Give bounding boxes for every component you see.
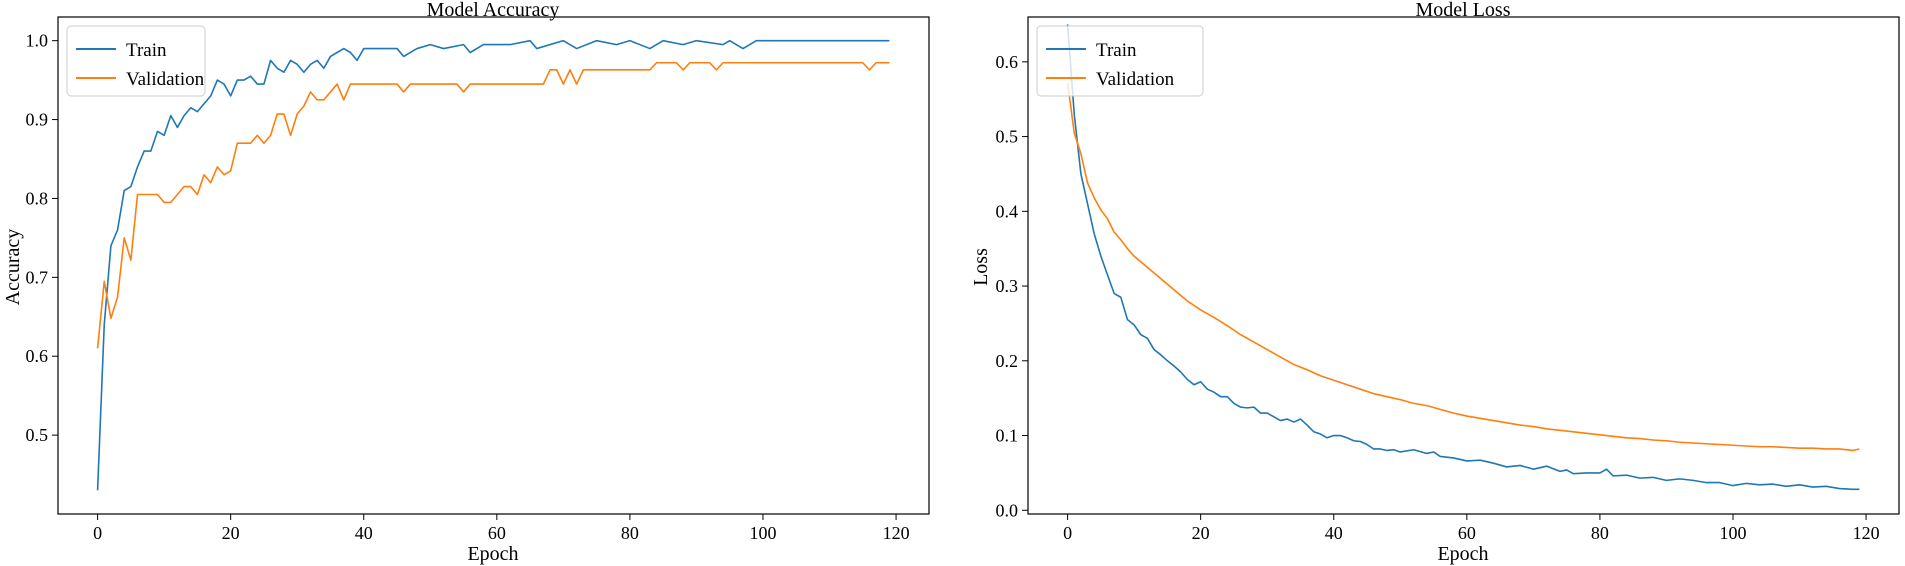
accuracy-x-tick-label: 120 [883,523,910,543]
loss-validation-line [1066,82,1860,452]
loss-series-lines [1066,24,1860,491]
loss-chart: Model Loss Epoch Loss 0 20 40 60 80 100 120 0.0… [970,0,1900,565]
accuracy-chart-title: Model Accuracy [427,0,560,21]
loss-x-tick-label: 20 [1192,523,1210,543]
loss-x-tick-label: 0 [1063,523,1072,543]
loss-x-tick-label: 40 [1325,523,1343,543]
accuracy-series-lines [96,39,890,491]
accuracy-x-tick-label: 60 [488,523,506,543]
accuracy-x-tick-label: 0 [93,523,102,543]
accuracy-validation-line [96,61,890,349]
accuracy-y-tick-label: 0.9 [26,110,49,130]
accuracy-x-tick-label: 40 [355,523,373,543]
loss-ticks: 0 20 40 60 80 100 120 0.0 0.1 0.2 0.3 0.4 0.5 0.6 [996,52,1880,543]
accuracy-y-tick-label: 0.6 [26,346,49,366]
loss-plot-frame [1027,16,1900,515]
loss-x-tick-label: 80 [1591,523,1609,543]
loss-y-tick-label: 0.4 [996,201,1019,221]
accuracy-plot-frame [57,16,930,515]
loss-y-tick-label: 0.3 [996,276,1019,296]
accuracy-train-line [96,39,890,491]
accuracy-x-tick-label: 80 [621,523,639,543]
loss-legend-train-label: Train [1096,40,1137,61]
loss-y-tick-label: 0.6 [996,52,1019,72]
accuracy-x-tick-label: 20 [222,523,240,543]
loss-y-tick-label: 0.0 [996,500,1019,520]
loss-y-tick-label: 0.5 [996,127,1019,147]
accuracy-y-tick-label: 1.0 [26,31,49,51]
loss-x-tick-label: 60 [1458,523,1476,543]
accuracy-ticks: 0 20 40 60 80 100 120 0.5 0.6 0.7 0.8 0.9 1.0 [26,31,910,543]
loss-legend: Train Validation [1036,25,1204,97]
accuracy-legend: Train Validation [66,25,206,97]
loss-y-tick-label: 0.2 [996,351,1019,371]
loss-y-axis-label: Loss [970,248,992,286]
accuracy-legend-validation-label: Validation [126,69,205,90]
accuracy-x-tick-label: 100 [749,523,776,543]
accuracy-chart: Model Accuracy Epoch Accuracy 0 20 40 60 80 1… [2,0,930,565]
loss-chart-title: Model Loss [1416,0,1511,21]
accuracy-y-tick-label: 0.7 [26,267,49,287]
loss-legend-validation-label: Validation [1096,69,1175,90]
accuracy-y-tick-label: 0.5 [26,425,49,445]
loss-x-tick-label: 100 [1719,523,1746,543]
accuracy-y-tick-label: 0.8 [26,188,49,208]
loss-y-tick-label: 0.1 [996,426,1019,446]
accuracy-legend-train-label: Train [126,40,167,61]
loss-x-axis-label: Epoch [1437,543,1488,565]
loss-x-tick-label: 120 [1853,523,1880,543]
accuracy-y-axis-label: Accuracy [2,229,24,306]
loss-train-line [1066,24,1860,491]
accuracy-x-axis-label: Epoch [467,543,518,565]
